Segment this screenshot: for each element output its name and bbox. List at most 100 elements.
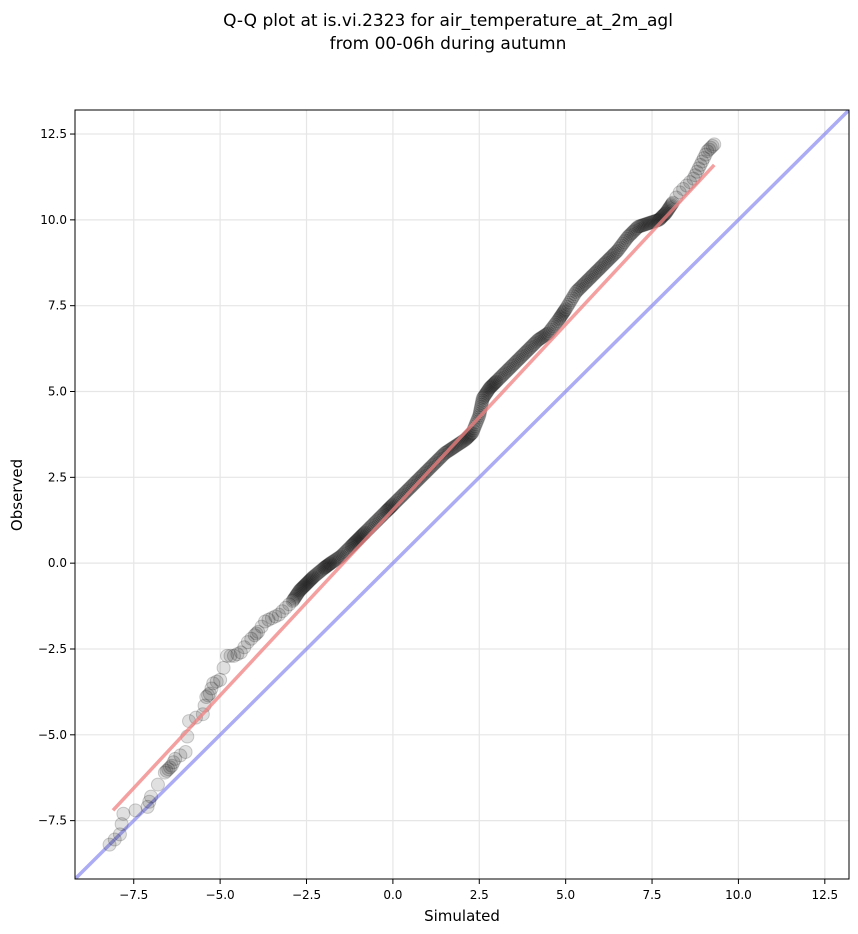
quantile-point <box>633 218 648 233</box>
quantile-point <box>606 247 621 262</box>
quantile-point <box>264 611 279 626</box>
quantile-point <box>613 240 628 255</box>
quantile-point <box>541 326 556 341</box>
quantile-point <box>597 256 612 271</box>
quantile-point <box>496 367 511 382</box>
quantile-point <box>561 297 576 312</box>
quantile-point <box>286 592 301 607</box>
quantile-point <box>305 570 320 585</box>
quantile-point <box>295 581 310 596</box>
quantile-point <box>258 614 273 629</box>
quantile-point <box>542 324 557 339</box>
x-tick-label: 12.5 <box>811 888 838 902</box>
quantile-point <box>546 319 561 334</box>
quantile-point <box>478 387 493 402</box>
quantile-point <box>524 339 539 354</box>
x-tick-label: −5.0 <box>206 888 235 902</box>
quantile-point <box>316 561 331 576</box>
quantile-point <box>601 252 616 267</box>
quantile-point <box>498 365 513 380</box>
x-tick-label: 2.5 <box>470 888 489 902</box>
quantile-point <box>233 645 248 660</box>
quantile-point <box>552 311 567 326</box>
quantile-point <box>620 230 635 245</box>
quantile-point <box>578 275 593 290</box>
quantile-point <box>507 356 522 371</box>
quantile-point <box>282 597 297 612</box>
plot-area <box>75 110 849 879</box>
quantile-point <box>302 574 317 589</box>
quantile-point <box>161 762 176 777</box>
quantile-point <box>482 381 497 396</box>
quantile-point <box>298 577 313 592</box>
y-tick-label: 12.5 <box>40 127 67 141</box>
quantile-point <box>494 369 509 384</box>
y-tick-label: 5.0 <box>48 385 67 399</box>
quantile-point <box>593 260 608 275</box>
quantile-point <box>587 266 602 281</box>
quantile-point <box>216 660 231 675</box>
quantile-point <box>490 372 505 387</box>
y-tick-label: 7.5 <box>48 299 67 313</box>
quantile-point <box>299 576 314 591</box>
quantile-point <box>326 554 341 569</box>
quantile-point <box>566 289 581 304</box>
quantile-point <box>641 216 656 231</box>
identity-line <box>75 110 849 879</box>
quantile-point <box>311 565 326 580</box>
quantile-point <box>278 600 293 615</box>
quantile-point <box>289 588 304 603</box>
quantile-point <box>486 377 501 392</box>
quantile-point <box>414 469 429 484</box>
quantile-point <box>310 566 325 581</box>
quantile-point <box>695 154 710 169</box>
quantile-point <box>604 250 619 265</box>
quantile-point <box>102 837 117 852</box>
quantile-point <box>268 609 283 624</box>
quantile-point <box>292 583 307 598</box>
quantile-point <box>506 357 521 372</box>
quantile-point <box>592 261 607 276</box>
quantile-point <box>315 562 330 577</box>
quantile-point <box>688 168 703 183</box>
quantile-point <box>637 217 652 232</box>
quantile-point <box>486 376 501 391</box>
quantile-point <box>407 475 422 490</box>
quantile-point <box>327 553 342 568</box>
quantile-point <box>610 243 625 258</box>
quantile-point <box>594 259 609 274</box>
axis-ticks: −7.5 −5.0 −2.5 0.0 2.5 5.0 7.5 10.0 12.5 −7.5 −5.0… <box>38 127 838 902</box>
quantile-point <box>575 278 590 293</box>
quantile-point <box>547 317 562 332</box>
quantile-point <box>300 575 315 590</box>
plot-frame <box>74 109 850 880</box>
quantile-point <box>483 380 498 395</box>
quantile-point <box>204 681 219 696</box>
quantile-point <box>543 322 558 337</box>
quantile-point <box>142 794 157 809</box>
quantile-point <box>406 477 421 492</box>
quantile-point <box>618 233 633 248</box>
quantile-point <box>475 393 490 408</box>
quantile-point <box>529 334 544 349</box>
quantile-point <box>410 473 425 488</box>
quantile-point <box>330 551 345 566</box>
quantile-point <box>485 378 500 393</box>
y-tick-label: 2.5 <box>48 470 67 484</box>
quantile-point <box>514 349 529 364</box>
quantile-point <box>540 327 555 342</box>
quantile-point <box>615 236 630 251</box>
quantile-point <box>150 777 165 792</box>
quantile-point <box>572 281 587 296</box>
quantile-point <box>558 302 573 317</box>
quantile-point <box>331 551 346 566</box>
quantile-point <box>636 218 651 233</box>
quantile-point <box>571 282 586 297</box>
quantile-point <box>237 640 252 655</box>
quantile-point <box>247 628 262 643</box>
y-tick-label: −2.5 <box>38 642 67 656</box>
quantile-point <box>528 335 543 350</box>
quantile-point <box>521 342 536 357</box>
quantile-point <box>107 832 122 847</box>
